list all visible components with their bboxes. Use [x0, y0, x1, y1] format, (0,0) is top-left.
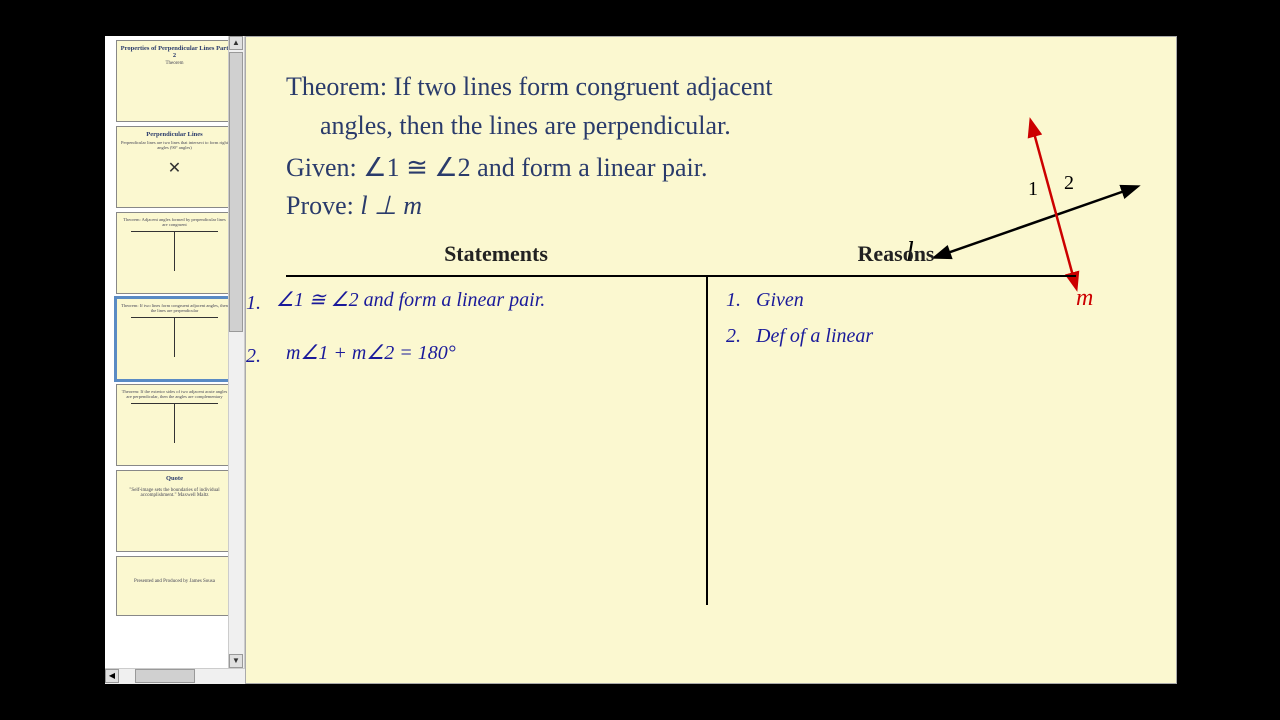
scroll-thumb-h[interactable]: [135, 669, 195, 683]
scroll-left-arrow[interactable]: ◀: [105, 669, 119, 683]
slide-thumbnail-6[interactable]: Quote "Self-image sets the boundaries of…: [116, 470, 234, 552]
thumbnail-scroll-area: Properties of Perpendicular Lines Part 2…: [105, 36, 244, 684]
theorem-label: Theorem:: [286, 72, 387, 101]
slide-thumbnail-5[interactable]: Theorem: If the exterior sides of two ad…: [116, 384, 234, 466]
presentation-app-window: Properties of Perpendicular Lines Part 2…: [105, 36, 1177, 684]
thumb-diagram-icon: ✕: [121, 158, 229, 178]
statement-2-text: m∠1 + m∠2 = 180°: [286, 340, 456, 366]
thumbnail-panel: Properties of Perpendicular Lines Part 2…: [105, 36, 245, 684]
theorem-line1: If two lines form congruent adjacent: [394, 72, 773, 101]
proof-body: 1. ∠1 ≅ ∠2 and form a linear pair. 2. m∠…: [286, 275, 1136, 605]
reason-2-container: Def of a linear: [756, 323, 873, 349]
slide-thumbnail-4[interactable]: Theorem: If two lines form congruent adj…: [116, 298, 234, 380]
scroll-down-arrow[interactable]: ▼: [229, 654, 243, 668]
thumb-subtitle: Perpendicular lines are two lines that i…: [121, 140, 229, 150]
table-vertical-line: [706, 275, 708, 605]
reason-2-num: 2.: [726, 323, 741, 349]
thumbnail-vertical-scrollbar[interactable]: ▲ ▼: [228, 36, 244, 668]
prove-expression: l ⊥ m: [360, 191, 422, 220]
theorem-text: Theorem: If two lines form congruent adj…: [286, 67, 966, 145]
given-label: Given:: [286, 153, 357, 182]
highlight-cursor: [886, 321, 922, 349]
reasons-header: Reasons: [706, 241, 1086, 267]
given-expression: ∠1 ≅ ∠2: [363, 153, 470, 182]
slide-thumbnail-2[interactable]: Perpendicular Lines Perpendicular lines …: [116, 126, 234, 208]
thumb-subtitle: "Self-image sets the boundaries of indiv…: [121, 488, 229, 498]
thumb-proof-table: [131, 403, 217, 443]
thumb-title: Perpendicular Lines: [121, 131, 229, 138]
reason-1-num: 1.: [726, 287, 741, 313]
statement-2-num: 2.: [246, 343, 261, 369]
reason-2-text: Def of a linear: [756, 325, 873, 347]
thumb-title: Theorem: If the exterior sides of two ad…: [121, 389, 229, 399]
reason-1-text: Given: [756, 287, 804, 313]
proof-headers: Statements Reasons: [286, 241, 1136, 267]
slide-content: Theorem: If two lines form congruent adj…: [246, 37, 1176, 683]
thumb-title: Theorem: Adjacent angles formed by perpe…: [121, 217, 229, 227]
statement-1-text: ∠1 ≅ ∠2 and form a linear pair.: [276, 287, 676, 313]
slide-thumbnail-1[interactable]: Properties of Perpendicular Lines Part 2…: [116, 40, 234, 122]
thumb-title: Quote: [121, 475, 229, 482]
statement-1-num: 1.: [246, 290, 261, 316]
proof-table: Statements Reasons 1. ∠1 ≅ ∠2 and form a…: [286, 241, 1136, 605]
slide-thumbnail-3[interactable]: Theorem: Adjacent angles formed by perpe…: [116, 212, 234, 294]
angle-label-2: 2: [1064, 172, 1074, 194]
scroll-thumb[interactable]: [229, 52, 243, 332]
thumb-proof-table: [131, 317, 217, 357]
scroll-up-arrow[interactable]: ▲: [229, 36, 243, 50]
thumb-proof-table: [131, 231, 217, 271]
slide-thumbnail-7[interactable]: Presented and Produced by James Sousa: [116, 556, 234, 616]
statements-header: Statements: [286, 241, 706, 267]
prove-label: Prove:: [286, 191, 354, 220]
theorem-line2: angles, then the lines are perpendicular…: [286, 106, 966, 145]
thumb-title: Presented and Produced by James Sousa: [121, 579, 229, 584]
thumb-title: Theorem: If two lines form congruent adj…: [121, 303, 229, 313]
table-horizontal-line: [286, 275, 1076, 277]
main-slide-view: Theorem: If two lines form congruent adj…: [245, 36, 1177, 684]
angle-label-1: 1: [1028, 178, 1038, 200]
given-suffix: and form a linear pair.: [477, 153, 707, 182]
thumb-title: Properties of Perpendicular Lines Part 2: [121, 45, 229, 59]
thumb-subtitle: Theorem: [121, 61, 229, 66]
thumbnail-list: Properties of Perpendicular Lines Part 2…: [105, 36, 244, 624]
